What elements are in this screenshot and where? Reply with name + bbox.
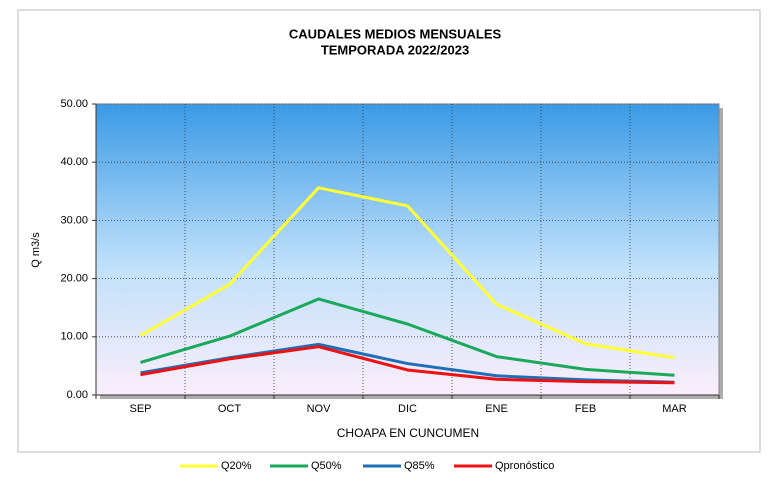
y-axis-title: Q m3/s xyxy=(30,232,42,268)
y-tick-label: 10.00 xyxy=(60,331,88,343)
y-tick-label: 20.00 xyxy=(60,273,88,285)
legend-label: Q20% xyxy=(221,460,252,472)
x-tick-label: MAR xyxy=(662,403,687,415)
x-tick-label: FEB xyxy=(575,403,596,415)
x-tick-label: ENE xyxy=(485,403,508,415)
x-tick-label: SEP xyxy=(129,403,151,415)
chart-subtitle: TEMPORADA 2022/2023 xyxy=(321,42,469,57)
y-tick-label: 0.00 xyxy=(67,389,88,401)
legend-label: Q85% xyxy=(404,460,435,472)
x-tick-label: DIC xyxy=(398,403,417,415)
chart-title: CAUDALES MEDIOS MENSUALES xyxy=(289,26,502,41)
x-tick-label: OCT xyxy=(218,403,242,415)
y-tick-label: 50.00 xyxy=(60,98,88,110)
x-axis-title: CHOAPA EN CUNCUMEN xyxy=(337,426,479,440)
legend-label: Q50% xyxy=(311,460,342,472)
y-tick-label: 40.00 xyxy=(60,156,88,168)
series-line xyxy=(139,186,675,360)
series-line xyxy=(140,345,675,385)
legend-label: Qpronóstico xyxy=(495,460,554,472)
y-tick-label: 30.00 xyxy=(60,214,88,226)
frame xyxy=(17,9,761,453)
series-line xyxy=(140,297,675,377)
x-tick-label: NOV xyxy=(307,403,332,415)
